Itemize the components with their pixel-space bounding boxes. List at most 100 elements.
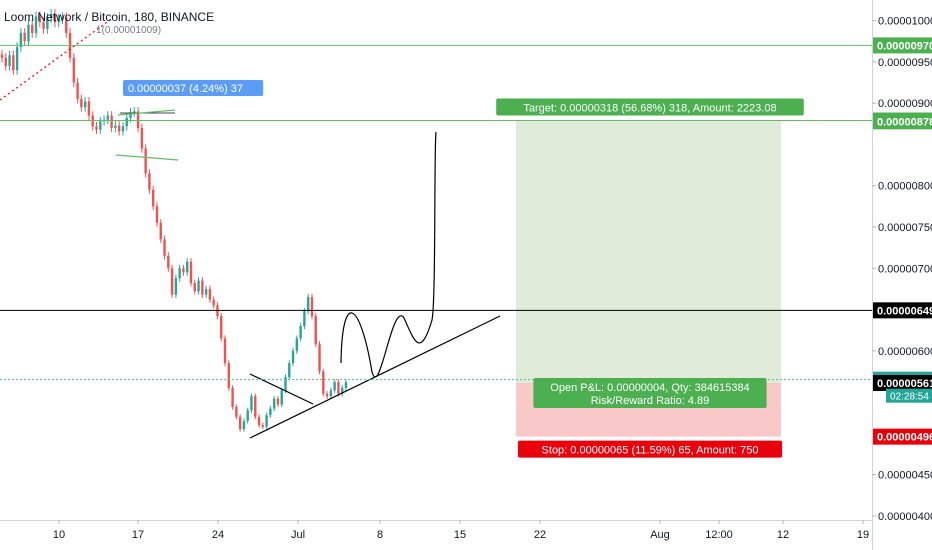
price-label: 0.00000649	[877, 305, 932, 317]
candle-body	[114, 125, 117, 128]
candle-body	[148, 173, 151, 190]
candle-body	[276, 398, 280, 405]
candle-body	[95, 126, 98, 130]
y-tick-label: 0.00000750	[878, 222, 932, 234]
candle-body	[0, 54, 4, 58]
range-label: 0.00000037 (4.24%) 37	[128, 83, 243, 95]
target-zone	[516, 120, 781, 383]
price-label-bg	[873, 428, 932, 445]
x-tick-label: 10	[53, 529, 65, 541]
range-label-bg	[123, 80, 264, 96]
candle-body	[261, 425, 265, 427]
candle-body	[265, 415, 268, 427]
candle-body	[8, 55, 11, 67]
candle-body	[333, 382, 336, 391]
candle-body	[34, 16, 38, 34]
price-label-bg	[873, 37, 932, 54]
candle-body	[242, 420, 246, 430]
candle-body	[163, 239, 166, 256]
candle-body	[15, 47, 19, 71]
y-tick-label: 0.00001000	[878, 16, 932, 28]
price-label: 0.00000561	[877, 378, 932, 390]
x-tick-label: 12:00	[705, 529, 733, 541]
candle-body	[87, 101, 91, 116]
candle-body	[76, 82, 79, 100]
candle-body	[303, 311, 306, 327]
candle-body	[99, 121, 102, 130]
candle-body	[220, 316, 223, 339]
x-tick-label: 19	[857, 529, 869, 541]
candle-body	[231, 387, 234, 407]
price-label: 0.00000970	[877, 40, 932, 52]
candle-body	[152, 189, 155, 207]
chart-title: Loom Network / Bitcoin, 180, BINANCE	[4, 10, 215, 24]
candle-body	[159, 222, 162, 240]
top-label: 1(0.00001009)	[96, 25, 161, 36]
candle-body	[174, 278, 178, 295]
pnl-label: Risk/Reward Ratio: 4.89	[591, 395, 710, 407]
y-tick-label: 0.00000950	[878, 57, 932, 69]
pnl-label-bg	[533, 377, 767, 408]
candle-body	[337, 382, 340, 394]
stop-label-bg	[517, 440, 783, 458]
price-label: 0.00000496	[877, 432, 932, 444]
x-tick-label: Aug	[650, 529, 670, 541]
candle-body	[223, 338, 227, 364]
candle-body	[344, 382, 348, 388]
candle-body	[38, 16, 41, 23]
candle-body	[208, 288, 212, 300]
candle-body	[280, 390, 283, 405]
candle-body	[133, 111, 136, 113]
price-label-bg	[873, 374, 932, 391]
candle-body	[121, 126, 125, 132]
y-tick-label: 0.00000800	[878, 181, 932, 193]
candle-body	[53, 14, 57, 23]
x-tick-label: 17	[132, 529, 144, 541]
x-tick-label: 8	[377, 529, 383, 541]
countdown-label: 02:28:54	[890, 392, 929, 403]
countdown-bg	[886, 388, 932, 403]
candle-body	[257, 416, 261, 426]
target-label-bg	[496, 98, 804, 116]
candle-body	[284, 377, 287, 391]
candle-body	[318, 344, 321, 372]
candle-body	[238, 416, 242, 430]
candle-body	[197, 280, 200, 292]
triangle-top-line	[249, 373, 314, 405]
y-tick-label: 0.00000900	[878, 98, 932, 110]
candle-body	[314, 316, 317, 345]
y-tick-label: 0.00000600	[878, 346, 932, 358]
candle-body	[167, 255, 170, 269]
candle-body	[49, 14, 53, 19]
y-tick-label: 0.00000450	[878, 470, 932, 482]
x-tick-label: Jul	[291, 529, 305, 541]
candle-body	[269, 408, 272, 416]
channel-bottom-line	[115, 154, 179, 161]
candle-body	[170, 268, 174, 295]
y-tick-label: 0.00000700	[878, 263, 932, 275]
candle-body	[136, 111, 140, 128]
candle-body	[65, 17, 68, 34]
candle-body	[125, 118, 128, 127]
candle-body	[325, 393, 329, 397]
candle-body	[140, 127, 144, 149]
x-tick-label: 22	[534, 529, 546, 541]
candle-body	[299, 326, 302, 339]
candle-body	[144, 148, 147, 174]
candle-body	[186, 261, 189, 273]
candle-body	[178, 268, 181, 279]
candle-body	[291, 350, 295, 364]
candle-body	[193, 283, 196, 292]
candle-body	[80, 99, 83, 108]
candle-body	[155, 206, 159, 223]
y-tick-label: 0.00000400	[878, 511, 932, 523]
forecast-path	[340, 131, 437, 378]
candle-body	[4, 57, 7, 67]
candle-body	[235, 406, 238, 417]
pnl-label: Open P&L: 0.00000004, Qty: 384615384	[550, 382, 749, 394]
candle-body	[129, 112, 132, 119]
candle-body	[57, 18, 60, 23]
candle-body	[12, 55, 15, 71]
